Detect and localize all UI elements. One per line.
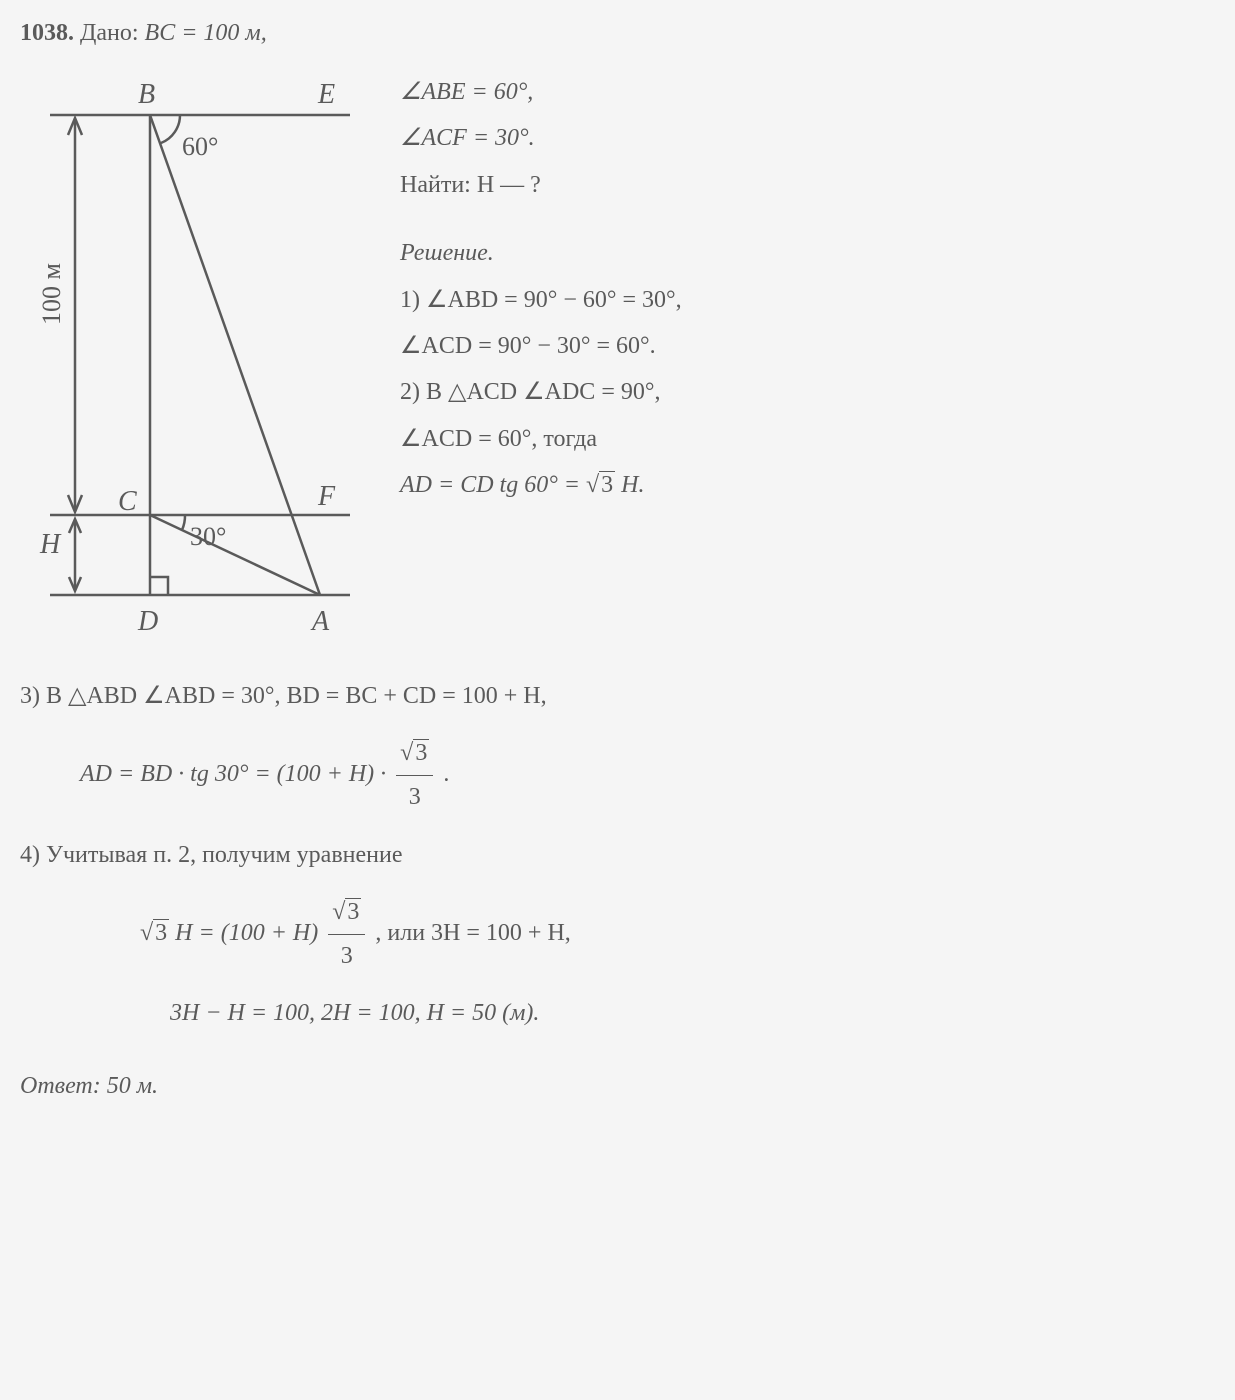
angle-abe: ∠ABE = 60°, [400, 73, 1215, 111]
step-4b: 3 H = (100 + H) 3 3 , или 3H = 100 + H, [20, 891, 1215, 978]
problem-header: 1038. Дано: BC = 100 м, [20, 20, 1215, 47]
geometry-diagram: B E C F D A H 60° 30° 100 м [20, 55, 380, 655]
given-prefix: Дано: [80, 20, 139, 46]
diagram-column: B E C F D A H 60° 30° 100 м [20, 55, 380, 655]
solution-body: 3) В △ABD ∠ABD = 30°, BD = BC + CD = 100… [20, 675, 1215, 1109]
label-E: E [317, 79, 335, 110]
label-A: A [310, 606, 330, 637]
step-4c: 3H − H = 100, 2H = 100, H = 50 (м). [20, 992, 1215, 1035]
answer: Ответ: 50 м. [20, 1065, 1215, 1108]
step-3b: AD = BD · tg 30° = (100 + H) · 3 3 . [20, 732, 1215, 819]
solution-header: Решение. [400, 234, 1215, 272]
find-line: Найти: H — ? [400, 166, 1215, 204]
step-1b: ∠ACD = 90° − 30° = 60°. [400, 327, 1215, 365]
step-1a: 1) ∠ABD = 90° − 60° = 30°, [400, 281, 1215, 319]
label-F: F [317, 481, 336, 512]
label-30deg: 30° [190, 522, 226, 551]
label-100m: 100 м [37, 263, 66, 325]
angle-acf: ∠ACF = 30°. [400, 119, 1215, 157]
label-B: B [138, 79, 155, 110]
step-3a: 3) В △ABD ∠ABD = 30°, BD = BC + CD = 100… [20, 675, 1215, 718]
step-2c: AD = CD tg 60° = 3 H. [400, 466, 1215, 504]
label-C: C [118, 486, 137, 517]
fraction-sqrt3-over-3-b: 3 3 [328, 891, 365, 978]
step-2a: 2) В △ACD ∠ADC = 90°, [400, 373, 1215, 411]
label-D: D [137, 606, 158, 637]
sqrt-3: 3 [586, 466, 615, 504]
main-row: B E C F D A H 60° 30° 100 м ∠ABE = 60°, … [20, 55, 1215, 655]
label-60deg: 60° [182, 132, 218, 161]
label-H: H [39, 529, 62, 560]
problem-number: 1038. [20, 20, 74, 46]
given-bc: BC = 100 м, [145, 20, 267, 46]
sqrt-3-lhs: 3 [140, 912, 169, 955]
fraction-sqrt3-over-3: 3 3 [396, 732, 433, 819]
given-and-solution-head: ∠ABE = 60°, ∠ACF = 30°. Найти: H — ? Реш… [400, 55, 1215, 655]
step-4a: 4) Учитывая п. 2, получим уравнение [20, 834, 1215, 877]
step-2b: ∠ACD = 60°, тогда [400, 420, 1215, 458]
